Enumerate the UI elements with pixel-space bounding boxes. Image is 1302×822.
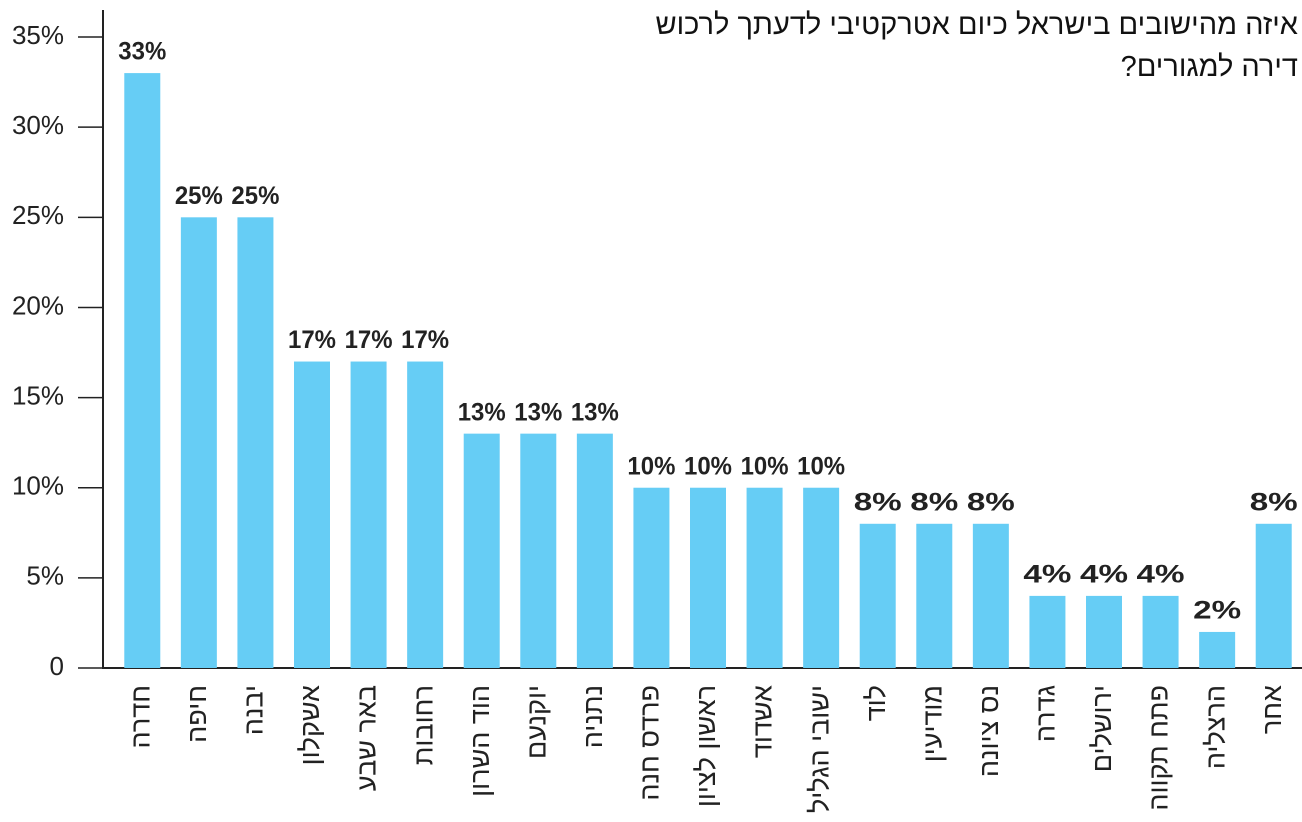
bar bbox=[1199, 631, 1236, 668]
value-label: 4% bbox=[1080, 560, 1128, 588]
y-tick-label: 0 bbox=[50, 651, 64, 681]
x-tick-label: באר שבע bbox=[352, 685, 382, 791]
x-tick-label: אחר bbox=[1257, 685, 1287, 734]
x-tick-label: הרצליה bbox=[1200, 685, 1230, 769]
y-tick-label: 25% bbox=[12, 200, 64, 230]
x-tick-label: פתח תקווה bbox=[1144, 685, 1174, 811]
value-label: 33% bbox=[118, 38, 166, 66]
y-tick-label: 35% bbox=[12, 20, 64, 50]
value-label: 17% bbox=[288, 326, 336, 354]
bar bbox=[1255, 523, 1292, 668]
value-label: 10% bbox=[797, 452, 845, 480]
bar bbox=[237, 217, 274, 668]
x-tick-label: גדרה bbox=[1031, 685, 1061, 742]
value-label: 13% bbox=[571, 398, 619, 426]
value-label: 8% bbox=[910, 488, 958, 516]
x-tick-label: יבנה bbox=[239, 685, 269, 735]
x-tick-label: ישובי הגליל bbox=[804, 685, 834, 813]
bar bbox=[803, 487, 840, 668]
value-label: 10% bbox=[684, 452, 732, 480]
value-label: 25% bbox=[231, 182, 279, 210]
value-label: 13% bbox=[458, 398, 506, 426]
x-tick-label: נס ציונה bbox=[974, 685, 1004, 777]
x-tick-label: מודיעין bbox=[917, 685, 947, 762]
x-tick-label: ראשון לציון bbox=[691, 685, 721, 807]
value-label: 4% bbox=[1023, 560, 1071, 588]
value-label: 2% bbox=[1193, 597, 1241, 625]
bar bbox=[1142, 595, 1179, 668]
chart-title: איזה מהישובים בישראל כיום אטרקטיבי לדעתך… bbox=[655, 9, 1298, 83]
value-label: 13% bbox=[514, 398, 562, 426]
value-label: 4% bbox=[1137, 560, 1185, 588]
bar bbox=[690, 487, 726, 668]
bar bbox=[859, 523, 896, 668]
x-tick-label: אשקלון bbox=[295, 685, 325, 765]
value-label: 25% bbox=[175, 182, 223, 210]
x-tick-label: לוד bbox=[861, 685, 891, 721]
bar bbox=[294, 361, 330, 668]
y-tick-label: 10% bbox=[12, 471, 64, 501]
value-label: 8% bbox=[967, 488, 1015, 516]
x-tick-label: חדרה bbox=[125, 685, 155, 748]
bar bbox=[350, 361, 387, 668]
value-label: 10% bbox=[741, 452, 789, 480]
bar bbox=[463, 433, 500, 668]
value-label: 10% bbox=[627, 452, 675, 480]
x-tick-label: רחובות bbox=[408, 685, 438, 765]
bar bbox=[1086, 595, 1122, 668]
y-tick-label: 5% bbox=[26, 561, 64, 591]
x-tick-label: הוד השרון bbox=[465, 685, 495, 797]
x-tick-label: נתניה bbox=[578, 685, 608, 748]
y-tick-label: 20% bbox=[12, 290, 64, 320]
y-tick-label: 15% bbox=[12, 380, 64, 410]
y-tick-label: 30% bbox=[12, 110, 64, 140]
bar bbox=[972, 523, 1009, 668]
x-tick-label: יוקנעם bbox=[521, 685, 551, 759]
bar bbox=[180, 217, 217, 668]
value-label: 17% bbox=[345, 326, 393, 354]
value-label: 17% bbox=[401, 326, 449, 354]
value-label: 8% bbox=[854, 488, 902, 516]
bar bbox=[576, 433, 613, 668]
bar bbox=[124, 73, 161, 669]
bar bbox=[520, 433, 557, 668]
bar bbox=[746, 487, 783, 668]
bar bbox=[407, 361, 444, 668]
x-tick-label: אשדוד bbox=[748, 685, 778, 758]
value-label: 8% bbox=[1250, 488, 1298, 516]
x-tick-label: ירושלים bbox=[1087, 685, 1117, 772]
bar bbox=[916, 523, 953, 668]
x-tick-label: חיפה bbox=[182, 685, 212, 743]
bar bbox=[1029, 595, 1066, 668]
x-tick-label: פרדס חנה bbox=[635, 685, 665, 801]
bar bbox=[633, 487, 670, 668]
